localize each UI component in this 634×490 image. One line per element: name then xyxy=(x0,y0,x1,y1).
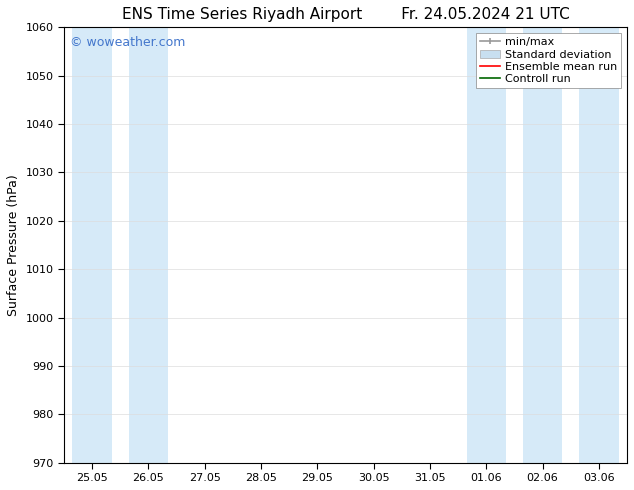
Title: ENS Time Series Riyadh Airport        Fr. 24.05.2024 21 UTC: ENS Time Series Riyadh Airport Fr. 24.05… xyxy=(122,7,569,22)
Bar xyxy=(523,27,562,463)
Text: © woweather.com: © woweather.com xyxy=(70,36,185,49)
Bar xyxy=(72,27,112,463)
Bar xyxy=(467,27,506,463)
Legend: min/max, Standard deviation, Ensemble mean run, Controll run: min/max, Standard deviation, Ensemble me… xyxy=(476,33,621,88)
Y-axis label: Surface Pressure (hPa): Surface Pressure (hPa) xyxy=(7,174,20,316)
Bar xyxy=(579,27,619,463)
Bar xyxy=(129,27,168,463)
